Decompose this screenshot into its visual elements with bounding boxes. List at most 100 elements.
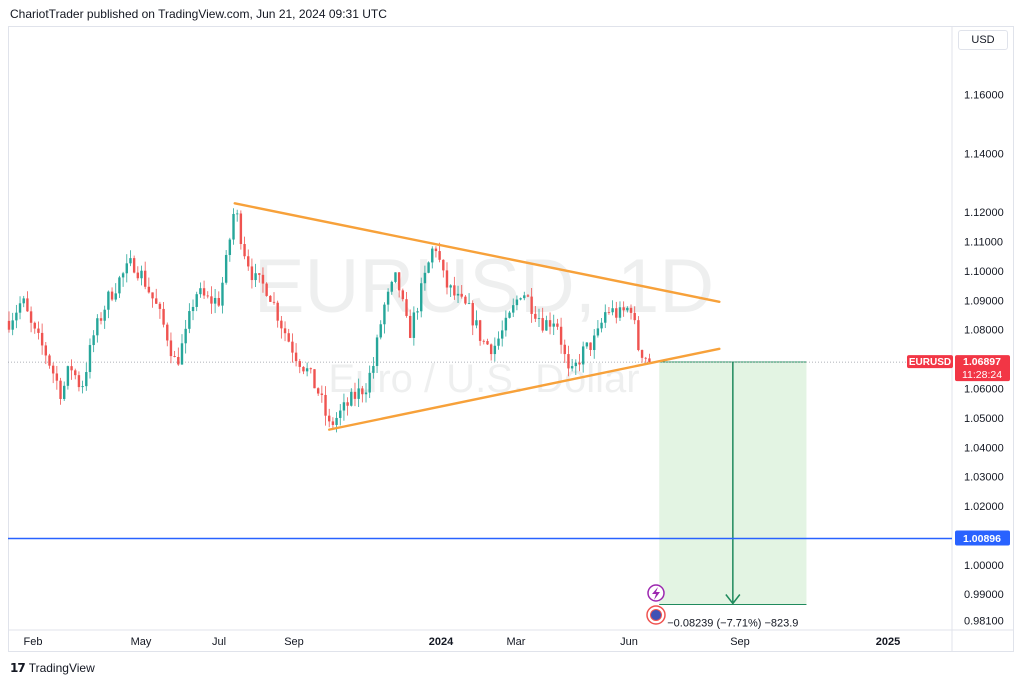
candle-body (276, 302, 279, 321)
candle-body (615, 308, 618, 318)
candle-body (291, 341, 294, 353)
candle-body (92, 335, 95, 346)
y-tick-label: 1.10000 (964, 266, 1004, 278)
candle-body (600, 322, 603, 329)
candle-body (143, 270, 147, 287)
candle-body (537, 318, 541, 319)
candle-body (431, 248, 434, 263)
candle-body (320, 393, 324, 395)
candle-body (199, 288, 202, 295)
candle-body (77, 375, 81, 388)
candle-body (519, 298, 522, 300)
candle-body (574, 362, 578, 367)
candle-body (530, 296, 533, 314)
candle-body (567, 354, 570, 369)
x-tick-label: Feb (24, 636, 43, 648)
chart-frame (8, 26, 1014, 652)
candle-body (486, 341, 489, 345)
candle-body (453, 285, 456, 296)
candle-body (405, 299, 408, 316)
x-tick-label: 2025 (876, 636, 900, 648)
x-tick-label: Jul (212, 636, 226, 648)
candle-body (342, 402, 346, 411)
candle-body (361, 388, 364, 395)
candle-body (500, 330, 504, 339)
candle-body (18, 303, 22, 313)
y-tick-label: 1.05000 (964, 413, 1004, 425)
candle-body (110, 291, 114, 300)
y-tick-label: 1.14000 (964, 148, 1004, 160)
candle-body (420, 283, 423, 312)
footer-branding: 17 TradingView (10, 661, 95, 675)
last-price-symbol: EURUSD (909, 357, 951, 368)
candle-body (604, 312, 607, 323)
candle-body (313, 369, 316, 389)
candle-body (408, 315, 412, 338)
candle-body (188, 311, 191, 329)
tradingview-logo-icon: 17 (10, 661, 26, 675)
candle-body (467, 302, 471, 304)
candle-body (162, 308, 165, 325)
x-tick-label: Jun (620, 636, 638, 648)
candle-body (250, 266, 254, 281)
candle-body (350, 391, 353, 406)
candle-body (445, 270, 449, 288)
candle-body (55, 373, 59, 381)
candle-body (489, 344, 493, 355)
candle-body (51, 365, 55, 374)
candle-body (394, 272, 397, 282)
footer-brand-text: TradingView (28, 661, 95, 675)
currency-selector[interactable]: USD (958, 30, 1008, 50)
economic-event-flag-icon (650, 609, 662, 621)
candle-body (195, 294, 198, 307)
candle-body (541, 318, 544, 331)
candle-body (217, 297, 220, 306)
candle-body (570, 366, 574, 369)
candle-body (206, 295, 209, 297)
candle-body (512, 305, 515, 313)
candle-body (353, 391, 357, 399)
candle-body (7, 320, 11, 330)
last-price-value: 1.06897 (963, 356, 1001, 368)
candle-body (534, 313, 537, 319)
candle-body (221, 282, 224, 306)
x-tick-label: Sep (284, 636, 304, 648)
candle-body (309, 368, 313, 370)
candle-body (298, 361, 301, 367)
last-price-symbol-tag (907, 355, 953, 369)
candle-body (129, 258, 132, 264)
candle-body (269, 295, 272, 302)
y-tick-label: 1.02000 (964, 501, 1004, 513)
candle-body (63, 385, 66, 399)
candle-body (346, 402, 349, 406)
candle-body (33, 322, 36, 329)
candle-body (644, 357, 647, 359)
candle-body (140, 270, 143, 279)
candle-body (232, 213, 235, 240)
candle-body (294, 352, 298, 362)
trendline-lower (328, 347, 721, 431)
candle-body (379, 324, 382, 338)
candle-body (626, 307, 629, 311)
candle-body (169, 340, 173, 357)
candle-body (29, 311, 33, 323)
y-tick-label: 1.11000 (964, 237, 1003, 249)
candle-body (247, 256, 250, 267)
candle-body (151, 292, 154, 299)
watermark-description: Euro / U.S. Dollar (328, 357, 639, 401)
candle-body (364, 392, 368, 395)
candle-body (423, 272, 427, 284)
candle-body (375, 337, 379, 366)
y-tick-label: 1.00000 (964, 560, 1004, 572)
candle-body (136, 272, 140, 279)
candle-body (158, 303, 162, 309)
candle-body (202, 288, 206, 296)
projection-measure-label: −0.08239 (−7.71%) −823.9 (667, 617, 798, 629)
candle-body (559, 326, 563, 345)
candle-body (85, 372, 88, 387)
candle-body (471, 302, 474, 326)
candle-body (177, 356, 180, 365)
candle-body (593, 335, 596, 351)
y-tick-label: 1.12000 (964, 207, 1004, 219)
